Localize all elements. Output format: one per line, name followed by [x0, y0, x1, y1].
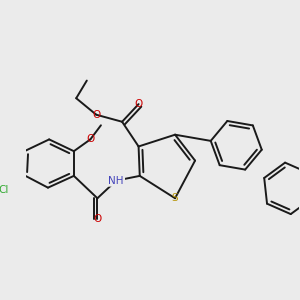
- Text: NH: NH: [109, 176, 124, 186]
- Text: O: O: [92, 110, 100, 120]
- Text: Cl: Cl: [0, 185, 8, 195]
- Text: O: O: [86, 134, 94, 144]
- Text: O: O: [93, 214, 101, 224]
- Text: O: O: [134, 99, 143, 109]
- Text: S: S: [172, 193, 178, 203]
